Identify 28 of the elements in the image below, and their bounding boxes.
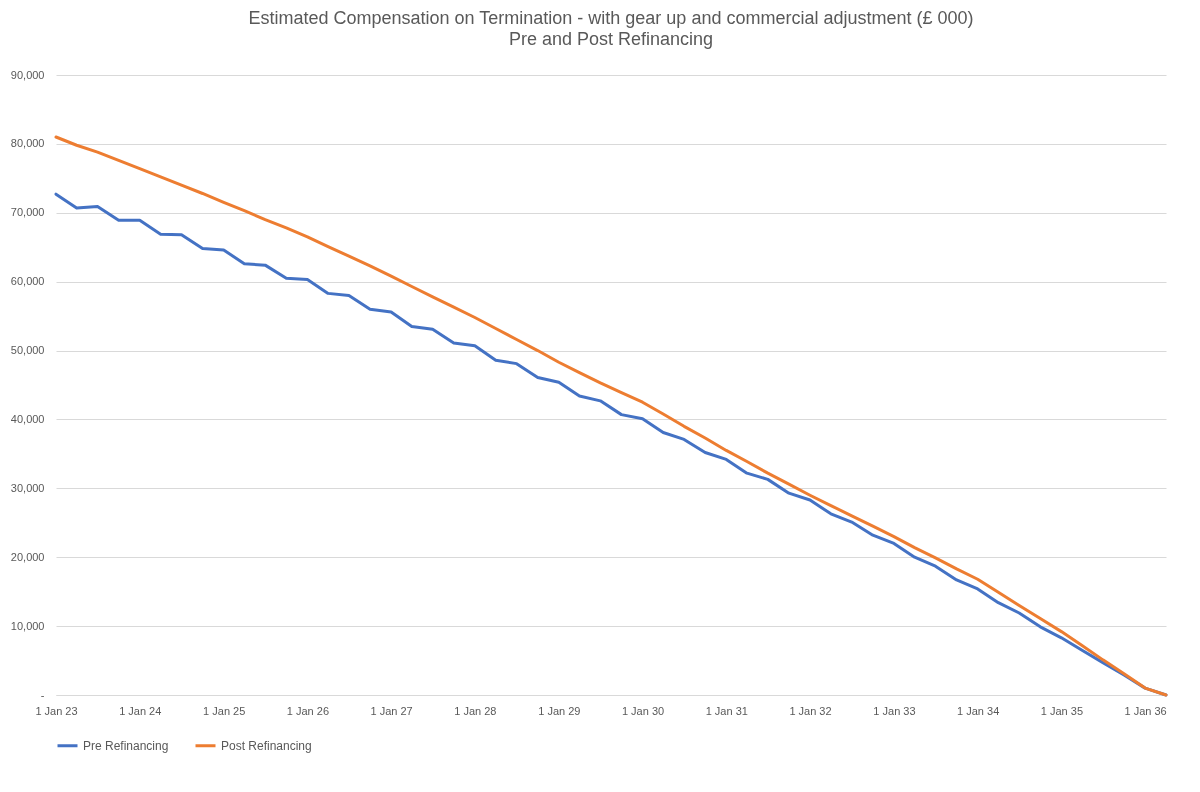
x-tick-label: 1 Jan 27 (370, 704, 413, 717)
legend-label: Post Refinancing (221, 738, 312, 753)
x-tick-label: 1 Jan 28 (454, 704, 497, 717)
legend-label: Pre Refinancing (83, 738, 169, 753)
y-tick-label: 70,000 (10, 206, 45, 219)
x-tick-label: 1 Jan 24 (119, 704, 162, 717)
y-tick-label: 90,000 (10, 68, 45, 81)
x-tick-label: 1 Jan 25 (203, 704, 246, 717)
x-tick-label: 1 Jan 34 (957, 704, 1000, 717)
x-tick-label: 1 Jan 35 (1040, 704, 1083, 717)
chart-subtitle: Pre and Post Refinancing (508, 29, 714, 49)
y-tick-label: 10,000 (10, 619, 45, 632)
y-tick-label: 40,000 (10, 412, 45, 425)
x-tick-label: 1 Jan 23 (35, 704, 78, 717)
y-tick-label: 60,000 (10, 275, 45, 288)
x-tick-label: 1 Jan 30 (621, 704, 665, 717)
y-tick-label: 50,000 (10, 344, 45, 357)
x-tick-label: 1 Jan 29 (538, 704, 581, 717)
y-tick-label: 30,000 (10, 481, 45, 494)
x-tick-label: 1 Jan 36 (1124, 704, 1167, 717)
x-tick-label: 1 Jan 31 (705, 704, 748, 717)
x-tick-label: 1 Jan 26 (286, 704, 330, 717)
chart-title: Estimated Compensation on Termination - with gear up and commercial adjustment (£ 000) (248, 8, 974, 28)
y-tick-label: 80,000 (10, 137, 45, 150)
x-tick-label: 1 Jan 33 (873, 704, 916, 717)
y-tick-label: - (40, 688, 45, 701)
x-tick-label: 1 Jan 32 (789, 704, 832, 717)
y-tick-label: 20,000 (10, 550, 45, 563)
